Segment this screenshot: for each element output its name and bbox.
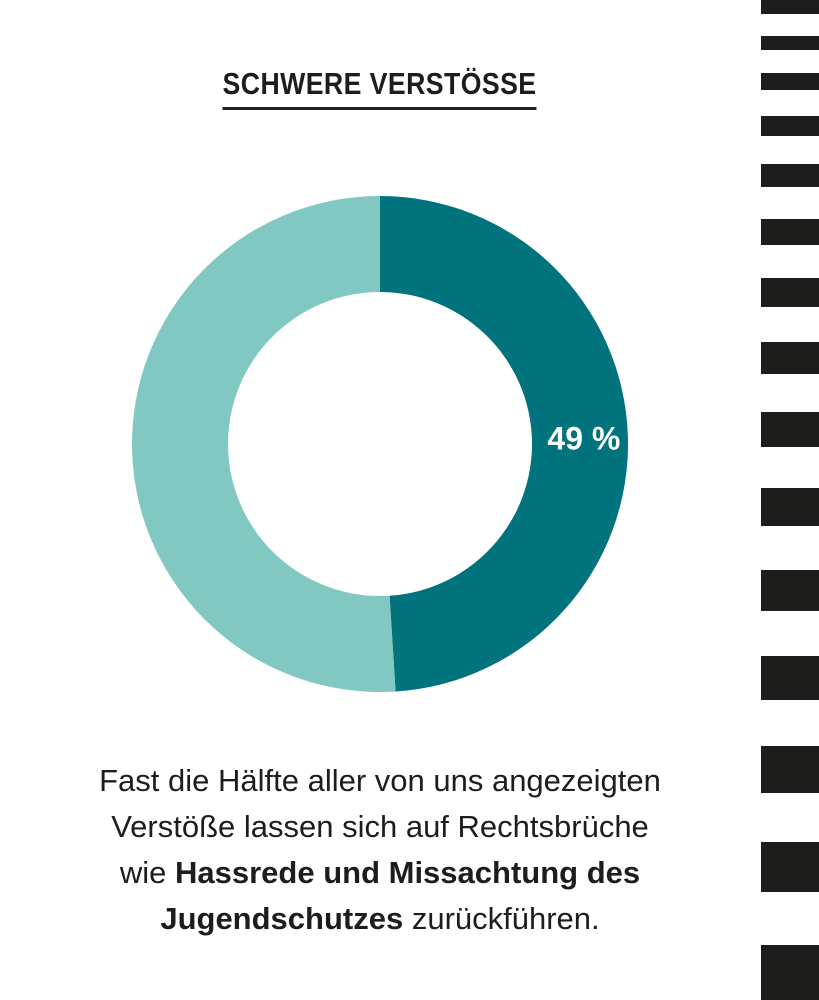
caption-line-4-bold: Jugendschutzes (160, 901, 404, 936)
edge-bar (761, 570, 819, 611)
donut-slice-2 (131, 196, 396, 692)
caption-line-3-pre: wie (119, 855, 175, 890)
edge-bar (761, 412, 819, 447)
edge-bar (761, 73, 819, 90)
edge-bar (761, 0, 819, 14)
donut-chart: 49 % (131, 196, 628, 692)
donut-slice-1 (380, 196, 628, 692)
title-container: SCHWERE VERSTÖSSE (0, 68, 760, 110)
edge-bar (761, 488, 819, 526)
edge-bar (761, 656, 819, 700)
edge-bar (761, 746, 819, 793)
edge-bar (761, 342, 819, 374)
caption: Fast die Hälfte aller von uns angezeigte… (40, 758, 720, 942)
edge-bar (761, 219, 819, 245)
caption-line-2: Verstöße lassen sich auf Rechtsbrüche (111, 809, 649, 844)
caption-line-3-bold: Hassrede und Missachtung des (175, 855, 641, 890)
caption-line-4-post: zurückführen. (403, 901, 600, 936)
edge-bar (761, 945, 819, 1000)
chart-title: SCHWERE VERSTÖSSE (223, 68, 537, 110)
edge-bar (761, 116, 819, 136)
edge-bar (761, 842, 819, 892)
slice-label-1: 49 % (547, 421, 620, 457)
edge-bar (761, 278, 819, 307)
edge-bar (761, 164, 819, 187)
caption-line-1: Fast die Hälfte aller von uns angezeigte… (99, 763, 661, 798)
edge-bar (761, 36, 819, 50)
